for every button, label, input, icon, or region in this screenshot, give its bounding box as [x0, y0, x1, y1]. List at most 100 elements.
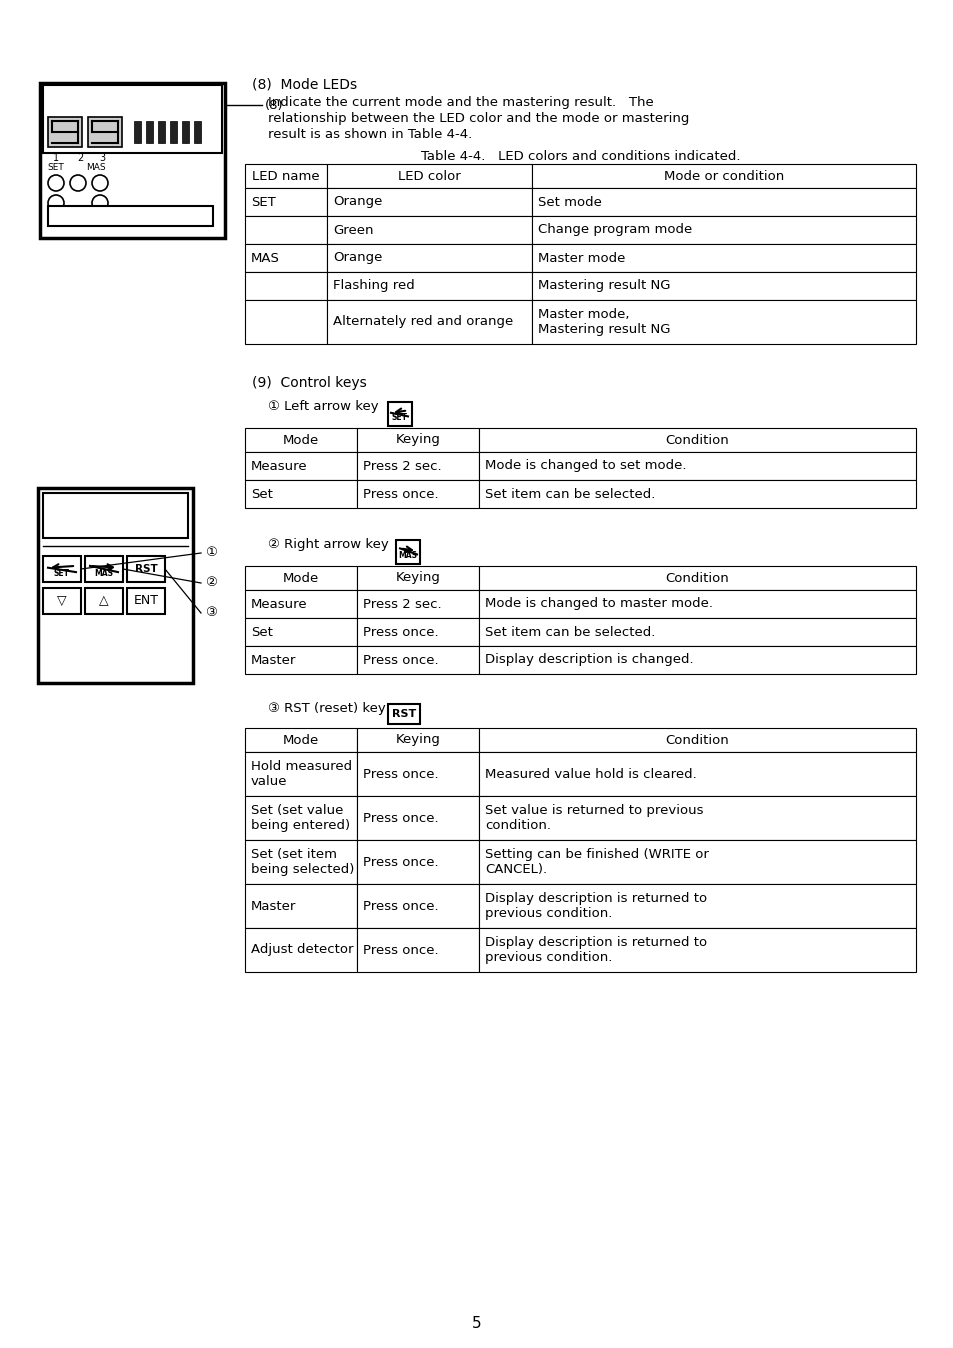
- Bar: [127, 555, 165, 582]
- Bar: [245, 590, 356, 617]
- Bar: [356, 617, 478, 646]
- Text: Master: Master: [251, 899, 296, 913]
- Bar: [478, 452, 915, 480]
- Bar: [478, 728, 915, 752]
- Text: Condition: Condition: [665, 434, 729, 446]
- Bar: [43, 85, 222, 154]
- Bar: [478, 480, 915, 508]
- Text: Display description is changed.: Display description is changed.: [484, 654, 693, 666]
- Text: Hold measured
value: Hold measured value: [251, 760, 352, 789]
- Circle shape: [91, 195, 108, 212]
- Text: Press once.: Press once.: [363, 944, 438, 957]
- Bar: [158, 121, 165, 143]
- Bar: [245, 566, 356, 590]
- Text: SET: SET: [48, 163, 64, 173]
- Bar: [245, 927, 356, 972]
- Text: Mode: Mode: [283, 733, 319, 747]
- Text: 1: 1: [52, 154, 59, 163]
- Text: Press once.: Press once.: [363, 899, 438, 913]
- Bar: [478, 927, 915, 972]
- Text: Keying: Keying: [395, 572, 440, 585]
- Text: Press once.: Press once.: [363, 811, 438, 825]
- Text: ②: ②: [205, 577, 216, 589]
- Text: Press once.: Press once.: [363, 856, 438, 868]
- Text: Table 4-4.   LED colors and conditions indicated.: Table 4-4. LED colors and conditions ind…: [420, 150, 740, 163]
- Bar: [245, 301, 327, 344]
- Bar: [356, 480, 478, 508]
- Text: Set value is returned to previous
condition.: Set value is returned to previous condit…: [484, 803, 702, 832]
- Bar: [245, 216, 327, 244]
- Text: Master mode: Master mode: [537, 252, 625, 264]
- Text: Condition: Condition: [665, 572, 729, 585]
- Text: Set: Set: [251, 625, 273, 639]
- Text: Press once.: Press once.: [363, 767, 438, 780]
- Text: △: △: [99, 594, 109, 608]
- Bar: [43, 588, 81, 613]
- Text: LED color: LED color: [397, 170, 460, 182]
- Bar: [245, 429, 356, 452]
- Text: ③ RST (reset) key: ③ RST (reset) key: [268, 702, 385, 714]
- Text: RST: RST: [134, 563, 157, 574]
- Text: (9)  Control keys: (9) Control keys: [252, 376, 366, 390]
- Bar: [193, 121, 201, 143]
- Text: Mode is changed to set mode.: Mode is changed to set mode.: [484, 460, 686, 473]
- Text: Green: Green: [333, 224, 374, 236]
- Bar: [327, 244, 532, 272]
- Text: Press 2 sec.: Press 2 sec.: [363, 460, 441, 473]
- Bar: [395, 541, 419, 563]
- Text: MAS: MAS: [398, 551, 417, 559]
- Bar: [146, 121, 152, 143]
- Bar: [532, 164, 915, 187]
- Text: Set (set value
being entered): Set (set value being entered): [251, 803, 350, 832]
- Text: Measure: Measure: [251, 597, 307, 611]
- Bar: [478, 429, 915, 452]
- Bar: [532, 187, 915, 216]
- Bar: [327, 164, 532, 187]
- Text: Mode: Mode: [283, 572, 319, 585]
- Text: Adjust detector: Adjust detector: [251, 944, 354, 957]
- Circle shape: [48, 195, 64, 212]
- Text: Change program mode: Change program mode: [537, 224, 692, 236]
- Bar: [356, 728, 478, 752]
- Bar: [478, 884, 915, 927]
- Bar: [88, 117, 122, 147]
- Text: Press once.: Press once.: [363, 654, 438, 666]
- Text: Set item can be selected.: Set item can be selected.: [484, 488, 655, 500]
- Text: Alternately red and orange: Alternately red and orange: [333, 315, 513, 329]
- Text: (8)  Mode LEDs: (8) Mode LEDs: [252, 78, 356, 92]
- Text: Condition: Condition: [665, 733, 729, 747]
- Bar: [327, 216, 532, 244]
- Bar: [133, 121, 141, 143]
- Text: ③: ③: [205, 607, 216, 620]
- Bar: [478, 797, 915, 840]
- Text: Setting can be finished (WRITE or
CANCEL).: Setting can be finished (WRITE or CANCEL…: [484, 848, 708, 876]
- Bar: [356, 590, 478, 617]
- Bar: [182, 121, 189, 143]
- Circle shape: [91, 175, 108, 191]
- Bar: [85, 588, 123, 613]
- Bar: [327, 272, 532, 301]
- Text: LED name: LED name: [252, 170, 319, 182]
- Text: Press once.: Press once.: [363, 625, 438, 639]
- Bar: [532, 272, 915, 301]
- Bar: [478, 590, 915, 617]
- Text: Master mode,
Mastering result NG: Master mode, Mastering result NG: [537, 307, 670, 336]
- Bar: [356, 840, 478, 884]
- Bar: [245, 244, 327, 272]
- Bar: [478, 566, 915, 590]
- Bar: [327, 187, 532, 216]
- Text: Mode is changed to master mode.: Mode is changed to master mode.: [484, 597, 712, 611]
- Bar: [356, 884, 478, 927]
- Text: MAS: MAS: [251, 252, 279, 264]
- Bar: [478, 617, 915, 646]
- Bar: [388, 402, 412, 426]
- Text: relationship between the LED color and the mode or mastering: relationship between the LED color and t…: [268, 112, 689, 125]
- Text: MAS: MAS: [94, 569, 113, 578]
- Text: 2: 2: [77, 154, 83, 163]
- Text: Keying: Keying: [395, 733, 440, 747]
- Bar: [327, 301, 532, 344]
- Bar: [38, 488, 193, 683]
- Bar: [245, 164, 327, 187]
- Bar: [48, 117, 82, 147]
- Text: Mastering result NG: Mastering result NG: [537, 279, 670, 293]
